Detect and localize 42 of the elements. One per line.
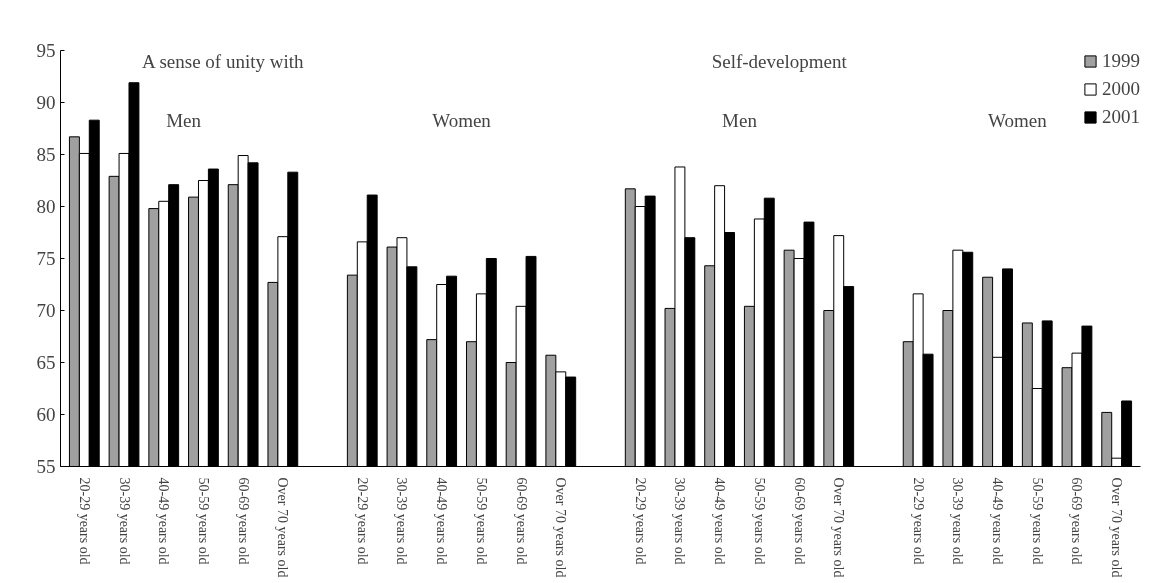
x-tick-label: 40-49 years old [434, 477, 450, 565]
x-tick-label: 20-29 years old [632, 477, 648, 565]
y-tick-label: 75 [36, 248, 56, 269]
y-tick-label: 60 [36, 404, 56, 425]
x-tick-label: Over 70 years old [553, 477, 569, 578]
legend-label: 1999 [1102, 50, 1140, 72]
y-tick-label: 55 [36, 456, 56, 477]
y-tick-label: 80 [36, 196, 56, 217]
x-tick-label: 20-29 years old [354, 477, 370, 565]
annotation: Women [988, 110, 1048, 131]
y-tick-label: 95 [36, 40, 56, 61]
x-tick-label: 50-59 years old [751, 477, 767, 565]
x-tick-label: 40-49 years old [712, 477, 728, 565]
x-tick-label: 60-69 years old [1069, 477, 1085, 565]
annotation: Men [722, 110, 758, 131]
x-tick-label: 30-39 years old [672, 477, 688, 565]
annotation: Men [166, 110, 202, 131]
x-tick-label: 50-59 years old [1029, 477, 1045, 565]
annotation: A sense of unity with [142, 50, 305, 72]
x-tick-label: 50-59 years old [195, 477, 211, 565]
y-tick-label: 70 [36, 300, 56, 321]
y-tick-label: 90 [36, 92, 56, 113]
legend-label: 2000 [1102, 78, 1140, 100]
legend-label: 2001 [1102, 106, 1140, 128]
x-tick-label: Over 70 years old [831, 477, 847, 578]
x-tick-label: 20-29 years old [910, 477, 926, 565]
y-tick-label: 85 [36, 144, 56, 165]
x-tick-label: 40-49 years old [156, 477, 172, 565]
annotation: Self-development [711, 50, 848, 72]
x-tick-label: Over 70 years old [275, 477, 291, 578]
x-tick-label: 30-39 years old [394, 477, 410, 565]
y-tick-label: 65 [36, 352, 56, 373]
x-tick-label: 50-59 years old [473, 477, 489, 565]
x-tick-label: 60-69 years old [235, 477, 251, 565]
x-tick-label: 60-69 years old [791, 477, 807, 565]
x-tick-label: Over 70 years old [1109, 477, 1125, 578]
x-tick-label: 40-49 years old [990, 477, 1006, 565]
x-tick-label: 20-29 years old [76, 477, 92, 565]
x-tick-label: 30-39 years old [116, 477, 132, 565]
x-tick-label: 30-39 years old [950, 477, 966, 565]
annotation: Women [432, 110, 492, 131]
x-tick-label: 60-69 years old [513, 477, 529, 565]
